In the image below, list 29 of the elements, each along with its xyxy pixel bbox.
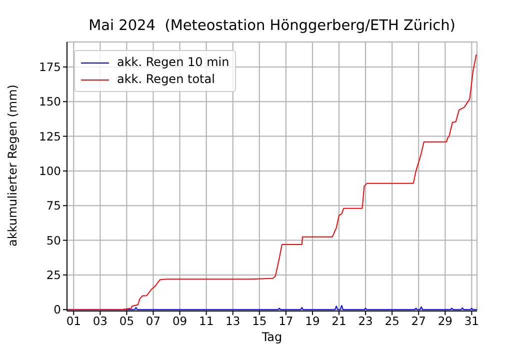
y-tick-label: 150 (39, 94, 61, 109)
x-tick-label: 23 (358, 314, 373, 328)
x-tick-label: 03 (92, 314, 108, 328)
x-tick-label: 25 (384, 314, 400, 328)
x-tick-label: 21 (332, 314, 346, 328)
x-axis-title: Tag (260, 330, 282, 344)
x-tick-label: 09 (172, 314, 188, 328)
x-tick-label: 01 (66, 314, 81, 328)
y-tick-label: 125 (39, 129, 61, 144)
y-axis-title: akkumulierter Regen (mm) (5, 84, 20, 246)
x-tick-label: 27 (411, 314, 426, 328)
y-tick-label: 175 (39, 60, 61, 74)
chart-title: Mai 2024 (Meteostation Hönggerberg/ETH Zürich) (88, 18, 456, 34)
y-tick-label: 50 (46, 233, 61, 248)
y-tick-label: 100 (39, 164, 61, 178)
x-tick-label: 05 (119, 314, 134, 328)
x-tick-label: 19 (305, 314, 320, 328)
x-tick-label: 11 (199, 314, 214, 328)
x-tick-label: 31 (464, 314, 480, 328)
x-tick-label: 15 (252, 314, 267, 328)
y-tick-label: 0 (54, 302, 61, 317)
x-tick-label: 29 (438, 314, 452, 328)
y-tick-label: 25 (46, 268, 61, 282)
x-tick-label: 13 (226, 314, 240, 328)
x-tick-label: 17 (278, 314, 294, 328)
y-tick-label: 75 (46, 198, 61, 213)
x-tick-label: 07 (146, 314, 161, 328)
legend-label: akk. Regen total (117, 71, 215, 88)
legend-label: akk. Regen 10 min (117, 54, 230, 71)
